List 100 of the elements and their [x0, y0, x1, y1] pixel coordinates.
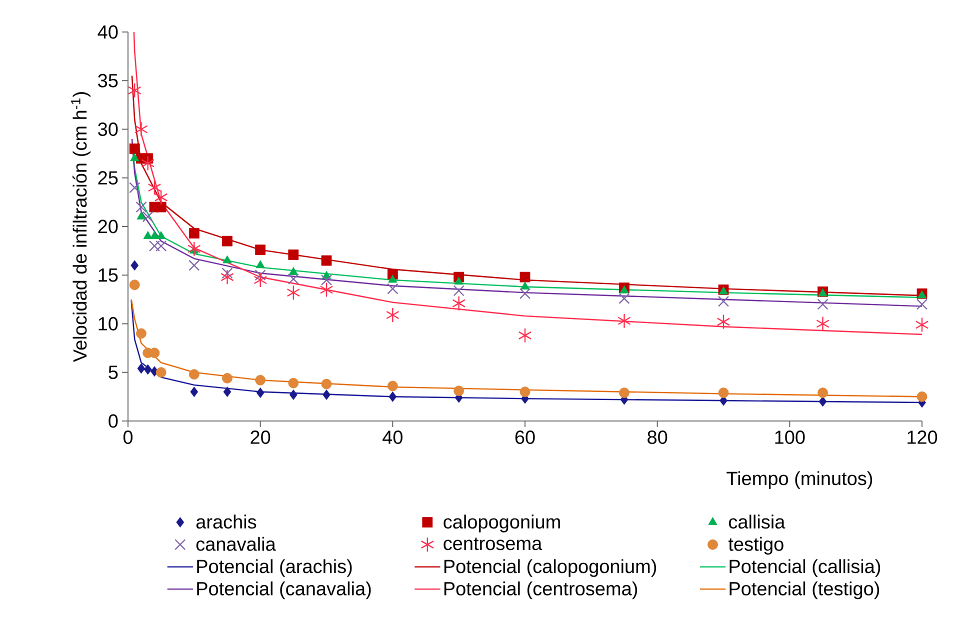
point: [254, 270, 266, 281]
point: [520, 386, 530, 398]
point: [618, 313, 631, 328]
x-tick-label: 100: [775, 430, 805, 444]
legend-label: Potencial (callisia): [730, 559, 880, 577]
point: [518, 328, 532, 344]
point: [286, 285, 300, 300]
point: [136, 202, 147, 213]
point: [129, 182, 140, 194]
point: [321, 255, 332, 266]
point: [137, 363, 146, 374]
x-tick-label: 80: [648, 430, 668, 444]
point: [386, 307, 400, 323]
y-tick-label: 15: [98, 268, 118, 282]
y-tick-label: 25: [98, 171, 118, 185]
y-axis-title: Velocidad de infiltración (cm h$^{-1}$): [71, 92, 90, 362]
point: [453, 285, 464, 296]
point: [148, 240, 160, 252]
y-tick-label: 30: [98, 122, 118, 136]
point: [222, 236, 232, 246]
point: [255, 244, 266, 256]
point: [716, 314, 730, 330]
point: [718, 388, 729, 398]
point: [128, 82, 142, 98]
legend-label: calopogonium: [444, 514, 560, 532]
legend-label: Potencial (testigo): [730, 581, 880, 600]
point: [288, 378, 299, 388]
y-tick-label: 35: [98, 74, 118, 88]
point: [129, 144, 140, 154]
point: [620, 285, 629, 294]
point: [156, 367, 166, 378]
point: [454, 386, 464, 396]
point: [134, 122, 148, 137]
point: [222, 268, 233, 279]
point: [321, 378, 332, 390]
point: [256, 388, 264, 398]
point: [156, 202, 166, 212]
point: [256, 260, 265, 268]
point: [320, 274, 332, 286]
legend-label: Potencial (arachis): [197, 559, 352, 577]
point: [223, 386, 232, 398]
point: [916, 391, 928, 402]
y-tick-label: 0: [108, 414, 118, 428]
point: [143, 231, 152, 239]
point: [141, 156, 155, 171]
x-tick-label: 60: [515, 430, 535, 444]
point: [619, 388, 630, 398]
point: [387, 380, 398, 392]
legend-label: canavalia: [196, 536, 276, 551]
point: [388, 391, 397, 402]
point: [136, 212, 146, 220]
legend-label: Potencial (centrosema): [444, 581, 638, 600]
point: [188, 228, 200, 239]
point: [718, 296, 730, 307]
point: [130, 153, 140, 162]
x-tick-label: 20: [250, 430, 270, 444]
point: [222, 373, 232, 384]
point: [254, 272, 267, 288]
point: [816, 316, 830, 332]
point: [188, 241, 201, 256]
point: [156, 231, 166, 239]
y-tick-label: 10: [98, 317, 118, 330]
legend-label: arachis: [196, 514, 256, 529]
x-tick-label: 40: [382, 430, 402, 444]
point: [220, 269, 234, 285]
point: [388, 274, 398, 283]
point: [618, 292, 630, 304]
point: [288, 267, 298, 275]
point: [289, 390, 298, 400]
point: [320, 282, 334, 298]
legend-label: testigo: [728, 536, 784, 555]
point: [190, 386, 198, 398]
y-tick-label: 5: [108, 366, 118, 380]
point: [188, 369, 200, 380]
legend-label: callisia: [728, 514, 786, 529]
point: [255, 374, 266, 386]
point: [916, 298, 928, 310]
y-tick-label: 20: [98, 220, 118, 234]
point: [130, 260, 139, 271]
x-tick-label: 0: [123, 430, 133, 444]
point: [156, 240, 167, 252]
y-tick-label: 40: [98, 25, 118, 39]
point: [150, 231, 159, 239]
x-axis-title: Tiempo (minutos): [726, 471, 872, 489]
point: [222, 255, 232, 264]
point: [144, 364, 152, 375]
legend-label: Potencial (calopogonium): [444, 559, 656, 577]
point: [322, 390, 330, 400]
point: [129, 280, 140, 290]
point: [520, 282, 530, 290]
point: [387, 283, 398, 294]
legend-label: centrosema: [444, 538, 542, 550]
point: [188, 260, 200, 271]
point: [520, 272, 530, 282]
point: [288, 250, 299, 260]
point: [288, 273, 299, 285]
point: [454, 276, 464, 285]
point: [818, 388, 828, 398]
x-tick-label: 120: [908, 430, 938, 444]
point: [818, 396, 827, 407]
